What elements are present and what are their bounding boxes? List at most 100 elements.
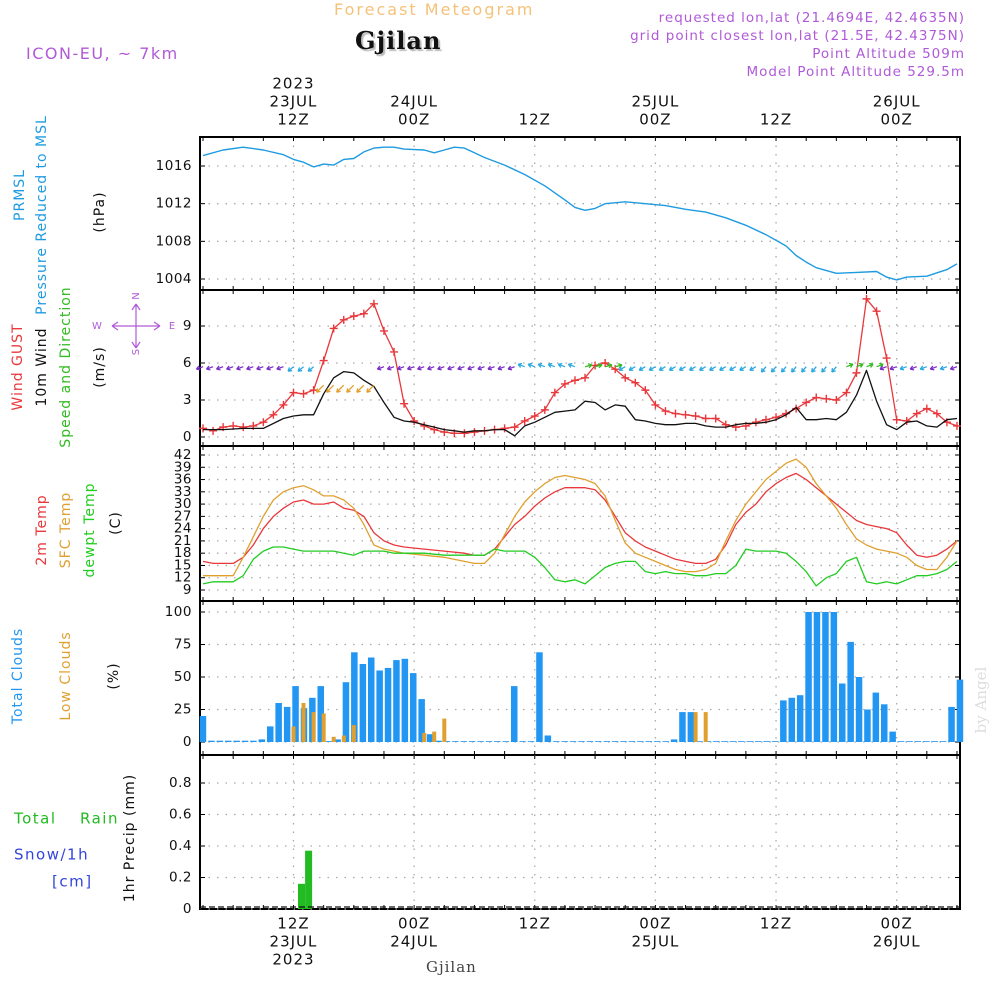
gust-marker	[902, 416, 911, 425]
gust-marker	[621, 373, 630, 382]
total-cloud-bar	[712, 741, 720, 742]
gust-marker	[530, 412, 539, 421]
total-cloud-bar	[729, 741, 737, 742]
gust-marker	[329, 324, 338, 333]
wind-direction-arrowhead	[699, 366, 704, 371]
temp-ytick-label: 12	[174, 570, 192, 586]
bottom-time-label: 00Z	[398, 915, 430, 933]
temp-ytick-label: 39	[174, 459, 192, 475]
total-cloud-bar	[881, 704, 888, 742]
wind-direction-arrowhead	[407, 365, 412, 371]
total-cloud-bar	[334, 739, 341, 742]
wind-line	[203, 369, 958, 437]
total-cloud-bar	[527, 741, 535, 742]
total-cloud-bar	[780, 700, 787, 742]
low-cloud-bar	[442, 718, 447, 742]
total-cloud-bar	[906, 741, 913, 742]
low-cloud-bar	[432, 731, 437, 742]
total-cloud-bar	[931, 741, 938, 742]
gust-marker	[922, 404, 931, 413]
total-cloud-bar	[923, 741, 930, 742]
gust-marker	[379, 326, 388, 335]
top-time-label: 00Z	[398, 111, 430, 129]
wind-direction-arrowhead	[236, 365, 241, 371]
total-cloud-bar	[485, 741, 493, 742]
total-cloud-bar	[948, 706, 955, 742]
wind-direction-arrowhead	[678, 366, 684, 371]
top-time-label: 00Z	[639, 111, 671, 129]
wind-direction-arrowhead	[547, 362, 553, 368]
total-cloud-bar	[897, 741, 905, 742]
wind-direction-arrowhead	[628, 366, 634, 371]
total-cloud-bar	[754, 741, 762, 742]
bottom-time-label: 23JUL	[270, 933, 318, 951]
wind-direction-arrowhead	[315, 388, 321, 393]
total-cloud-bar	[241, 740, 249, 742]
top-time-label: 23JUL	[270, 93, 318, 111]
precip-ytick-label: 0	[183, 901, 192, 917]
gust-marker	[390, 347, 399, 356]
top-time-label: 12Z	[519, 111, 551, 129]
wind-direction-arrowhead	[879, 365, 885, 371]
gust-marker	[400, 399, 409, 408]
total-cloud-bar	[569, 741, 577, 742]
total-cloud-bar	[864, 709, 871, 742]
wind-direction-arrowhead	[739, 366, 744, 371]
bottom-time-label: 00Z	[639, 915, 671, 933]
model-label: ICON-EU, ~ 7km	[26, 44, 179, 63]
wind-direction-arrow	[356, 384, 365, 393]
wind-ytick-label: 0	[183, 429, 192, 445]
total-cloud-bar	[721, 741, 728, 742]
total-cloud-bar	[208, 740, 215, 742]
wind-direction-arrowhead	[899, 365, 905, 371]
total-cloud-bar	[468, 741, 476, 742]
compass-w: W	[92, 321, 102, 332]
temp-ytick-label: 36	[174, 472, 192, 488]
total-cloud-bar	[384, 667, 392, 742]
gust-marker	[892, 415, 901, 424]
wind-direction-arrow	[346, 384, 355, 393]
wind-direction-arrowhead	[195, 365, 201, 371]
point-altitude: Point Altitude 509m	[812, 46, 965, 62]
total-cloud-bar	[561, 741, 568, 742]
total-cloud-bar	[687, 712, 695, 742]
pressure-ytick-label: 1012	[156, 196, 192, 212]
total-cloud-bar	[393, 660, 400, 742]
wind-direction-arrowhead	[597, 363, 603, 369]
total-cloud-bar	[956, 679, 964, 742]
wind-direction-arrowhead	[447, 365, 452, 371]
total-cloud-bar	[805, 612, 812, 742]
temp-ytick-label: 33	[174, 484, 192, 500]
clouds-label-total: Total Clouds	[10, 628, 26, 725]
gust-marker	[269, 410, 278, 419]
temp-label-sfc: SFC Temp	[58, 492, 74, 568]
total-cloud-bar	[586, 741, 594, 742]
low-cloud-bar	[321, 713, 326, 742]
gust-marker	[661, 407, 670, 416]
model-altitude: Model Point Altitude 529.5m	[746, 64, 965, 80]
requested-coords: requested lon,lat (21.4694E, 42.4635N)	[658, 10, 965, 26]
clouds-ytick-label: 100	[165, 604, 192, 620]
total-cloud-bar	[628, 741, 636, 742]
total-cloud-bar	[889, 731, 896, 742]
wind-direction-arrowhead	[216, 365, 221, 371]
wind-direction-arrowhead	[780, 368, 786, 373]
wind-direction-arrow	[366, 384, 375, 393]
temp-ytick-label: 24	[174, 521, 192, 537]
wind-direction-arrowhead	[811, 368, 816, 373]
gust-marker	[520, 416, 529, 425]
total-cloud-bar	[233, 740, 240, 742]
low-cloud-bar	[311, 712, 316, 742]
wind-direction-arrowhead	[587, 363, 593, 369]
gust-marker	[581, 373, 590, 382]
wind-direction-arrowhead	[648, 366, 654, 371]
footer-location: Gjilan	[426, 958, 477, 976]
wind-direction-arrowhead	[497, 365, 503, 371]
clouds-ytick-label: 0	[183, 734, 192, 750]
total-cloud-bar	[443, 741, 451, 742]
total-cloud-bar	[603, 741, 610, 742]
total-cloud-bar	[855, 677, 863, 742]
wind-label-speed: Speed and Direction	[58, 286, 74, 447]
wind-direction-arrowhead	[719, 366, 724, 371]
